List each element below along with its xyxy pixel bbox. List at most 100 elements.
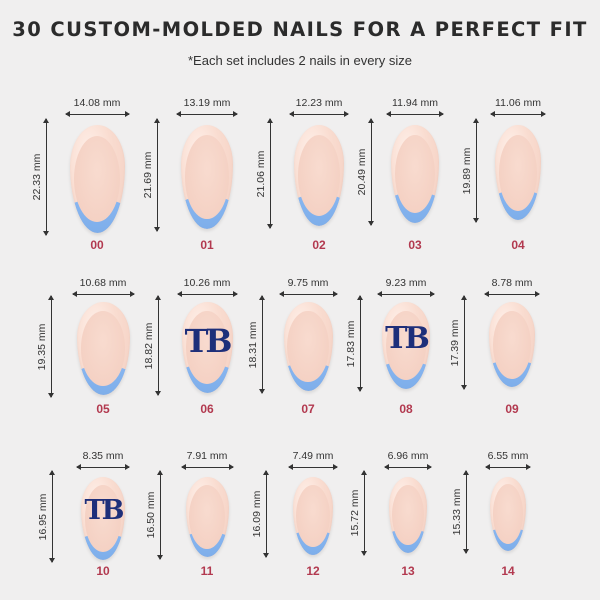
press-on-nail: [293, 477, 333, 555]
nail-width-label: 7.91 mm: [186, 450, 228, 462]
nail-size-code: 14: [501, 564, 515, 578]
nail-size-code: 02: [312, 238, 326, 252]
nail-length-label: 21.69 mm: [142, 151, 154, 199]
press-on-nail: [489, 302, 535, 387]
nail-length-label: 15.72 mm: [349, 489, 361, 537]
nail-bed-area: [498, 134, 538, 211]
press-on-nail: [76, 302, 130, 395]
nail-length-dimension-line: [368, 118, 374, 226]
page-title: 30 CUSTOM-MOLDED NAILS FOR A PERFECT FIT: [12, 18, 588, 41]
nail-bed-area: [492, 310, 532, 379]
nail-width-label: 8.35 mm: [82, 450, 124, 462]
nail-length-dimension-line: [155, 295, 161, 396]
nail-length-label: 16.09 mm: [251, 490, 263, 538]
nail-length-label: 22.33 mm: [31, 153, 43, 201]
nail-width-dimension-line: [485, 464, 531, 470]
nail-length-dimension-line: [154, 118, 160, 232]
nail-bed-area: [385, 310, 427, 381]
nail-length-dimension-line: [357, 295, 363, 392]
nail-bed-area: [296, 484, 330, 548]
nail-length-label: 18.31 mm: [247, 321, 259, 368]
nail-length-label: 21.06 mm: [255, 150, 267, 197]
nail-length-label: 16.50 mm: [145, 491, 157, 539]
nail-bed-area: [298, 135, 340, 216]
nail-width-dimension-line: [386, 111, 444, 117]
nail-size-code: 11: [200, 564, 214, 578]
press-on-nail: [495, 125, 541, 220]
nail-length-dimension-line: [267, 118, 273, 229]
tb-logo: TB: [385, 321, 430, 357]
nail-length-label: 19.89 mm: [461, 147, 473, 194]
nail-bed-area: [185, 311, 229, 384]
nail-bed-area: [188, 485, 226, 549]
nail-width-label: 11.06 mm: [495, 97, 541, 109]
nail-size-code: 07: [301, 402, 315, 416]
nail-length-label: 18.82 mm: [143, 322, 155, 369]
tb-logo: TB: [184, 322, 233, 361]
nail-size-code: 09: [505, 402, 519, 416]
press-on-nail: [391, 125, 439, 223]
nail-width-dimension-line: [278, 291, 338, 297]
press-on-nail: [185, 477, 229, 557]
nail-width-dimension-line: [176, 291, 238, 297]
press-on-nail: [283, 302, 333, 391]
nail-width-dimension-line: [377, 291, 435, 297]
nail-size-code: 04: [511, 238, 525, 252]
press-on-nail: [69, 125, 125, 233]
nail-width-label: 14.08 mm: [73, 97, 121, 109]
nail-length-dimension-line: [473, 118, 479, 223]
nail-width-label: 12.23 mm: [295, 97, 343, 109]
nail-width-dimension-line: [289, 111, 349, 117]
nail-width-label: 8.78 mm: [491, 277, 533, 289]
nail-size-code: 12: [306, 564, 320, 578]
page-subtitle: *Each set includes 2 nails in every size: [187, 53, 412, 68]
nail-width-label: 11.94 mm: [392, 97, 438, 109]
nail-bed-area: [492, 484, 524, 544]
nail-bed-area: [394, 134, 436, 214]
nail-bed-area: [392, 484, 424, 546]
nail-size-code: 13: [401, 564, 415, 578]
press-on-nail: TB: [181, 302, 233, 393]
nail-width-dimension-line: [64, 111, 130, 117]
nail-length-dimension-line: [461, 295, 467, 390]
nail-length-label: 19.35 mm: [36, 323, 48, 370]
nail-width-label: 13.19 mm: [183, 97, 231, 109]
nail-width-label: 6.55 mm: [487, 450, 529, 462]
nail-width-label: 7.49 mm: [292, 450, 334, 462]
nail-length-label: 17.39 mm: [449, 319, 461, 366]
press-on-nail: [490, 477, 526, 551]
nail-width-label: 6.96 mm: [387, 450, 429, 462]
nail-length-dimension-line: [48, 295, 54, 398]
nail-size-code: 00: [90, 238, 104, 252]
nail-length-dimension-line: [463, 470, 469, 554]
press-on-nail: [294, 125, 344, 226]
nail-width-label: 9.23 mm: [385, 277, 427, 289]
nail-size-code: 10: [96, 564, 110, 578]
nail-width-dimension-line: [384, 464, 432, 470]
press-on-nail: [181, 125, 233, 229]
tb-logo: TB: [84, 495, 125, 527]
nail-width-label: 10.26 mm: [183, 277, 231, 289]
nail-width-dimension-line: [180, 464, 234, 470]
nail-width-dimension-line: [490, 111, 546, 117]
nail-width-label: 9.75 mm: [287, 277, 329, 289]
nail-bed-area: [287, 310, 329, 383]
nail-width-dimension-line: [76, 464, 130, 470]
press-on-nail: TB: [382, 302, 430, 389]
nail-length-label: 16.95 mm: [37, 493, 49, 540]
nail-size-code: 06: [200, 402, 214, 416]
nail-length-dimension-line: [361, 470, 367, 556]
nail-bed-area: [80, 311, 126, 386]
press-on-nail: TB: [81, 477, 125, 560]
nail-length-label: 17.83 mm: [345, 320, 357, 367]
nail-length-dimension-line: [259, 295, 265, 394]
nail-length-dimension-line: [263, 470, 269, 558]
nail-size-code: 01: [200, 238, 214, 252]
nail-length-dimension-line: [157, 470, 163, 560]
nail-width-dimension-line: [176, 111, 238, 117]
nail-bed-area: [73, 135, 121, 223]
nail-length-dimension-line: [49, 470, 55, 563]
nail-length-label: 15.33 mm: [451, 488, 463, 536]
nail-size-code: 03: [408, 238, 422, 252]
nail-bed-area: [84, 485, 122, 552]
